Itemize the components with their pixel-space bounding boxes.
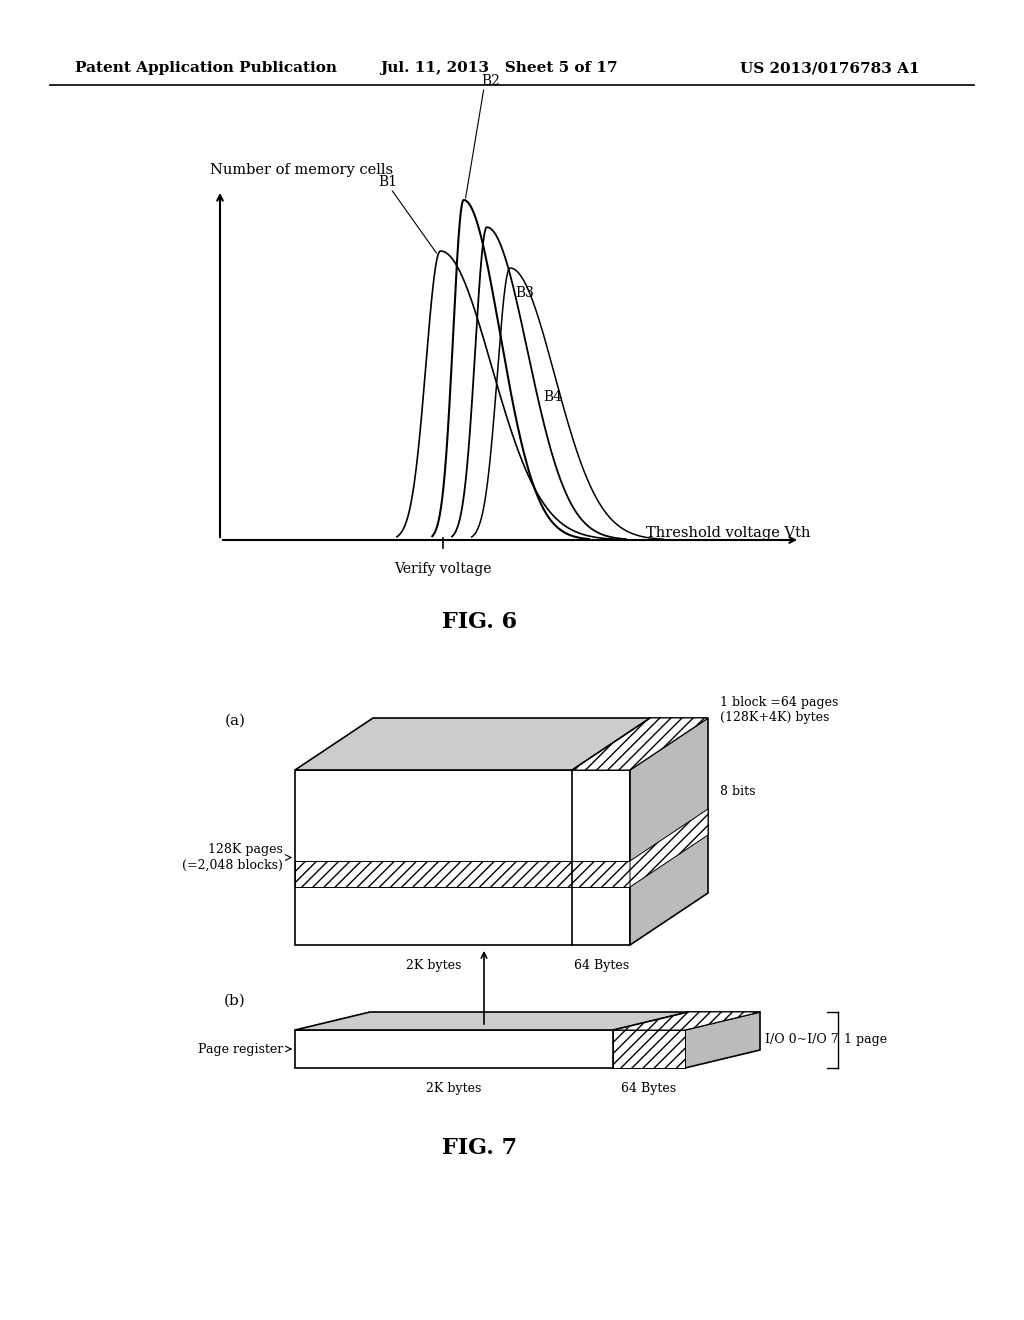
Polygon shape xyxy=(295,718,708,770)
Text: FIG. 6: FIG. 6 xyxy=(442,611,517,634)
Text: Verify voltage: Verify voltage xyxy=(394,562,493,576)
Text: B2: B2 xyxy=(481,74,501,88)
Text: Number of memory cells: Number of memory cells xyxy=(210,162,393,177)
Text: 1 block =64 pages
(128K+4K) bytes: 1 block =64 pages (128K+4K) bytes xyxy=(720,696,839,723)
Polygon shape xyxy=(613,1012,760,1030)
Polygon shape xyxy=(295,861,630,887)
Text: Patent Application Publication: Patent Application Publication xyxy=(75,61,337,75)
Text: US 2013/0176783 A1: US 2013/0176783 A1 xyxy=(740,61,920,75)
Text: B4: B4 xyxy=(543,389,562,404)
Text: Jul. 11, 2013   Sheet 5 of 17: Jul. 11, 2013 Sheet 5 of 17 xyxy=(380,61,617,75)
Polygon shape xyxy=(572,718,708,770)
Text: (a): (a) xyxy=(224,714,246,729)
Text: B3: B3 xyxy=(515,286,534,300)
Text: I/O 0~I/O 7: I/O 0~I/O 7 xyxy=(765,1034,839,1047)
Polygon shape xyxy=(295,770,630,945)
Text: (b): (b) xyxy=(224,994,246,1008)
Text: FIG. 7: FIG. 7 xyxy=(442,1137,517,1159)
Polygon shape xyxy=(295,1030,685,1068)
Polygon shape xyxy=(295,1012,760,1030)
Text: 1 page: 1 page xyxy=(844,1034,887,1047)
Text: 64 Bytes: 64 Bytes xyxy=(574,960,630,972)
Polygon shape xyxy=(613,1030,685,1068)
Text: 2K bytes: 2K bytes xyxy=(426,1082,481,1096)
Text: Page register: Page register xyxy=(198,1043,283,1056)
Polygon shape xyxy=(685,1012,760,1068)
Polygon shape xyxy=(630,809,708,887)
Polygon shape xyxy=(630,718,708,945)
Text: 8 bits: 8 bits xyxy=(720,785,756,799)
Text: 2K bytes: 2K bytes xyxy=(406,960,461,972)
Text: 64 Bytes: 64 Bytes xyxy=(622,1082,677,1096)
Text: B1: B1 xyxy=(379,176,397,189)
Text: Threshold voltage Vth: Threshold voltage Vth xyxy=(645,525,810,540)
Text: 128K pages
(=2,048 blocks): 128K pages (=2,048 blocks) xyxy=(182,843,283,871)
